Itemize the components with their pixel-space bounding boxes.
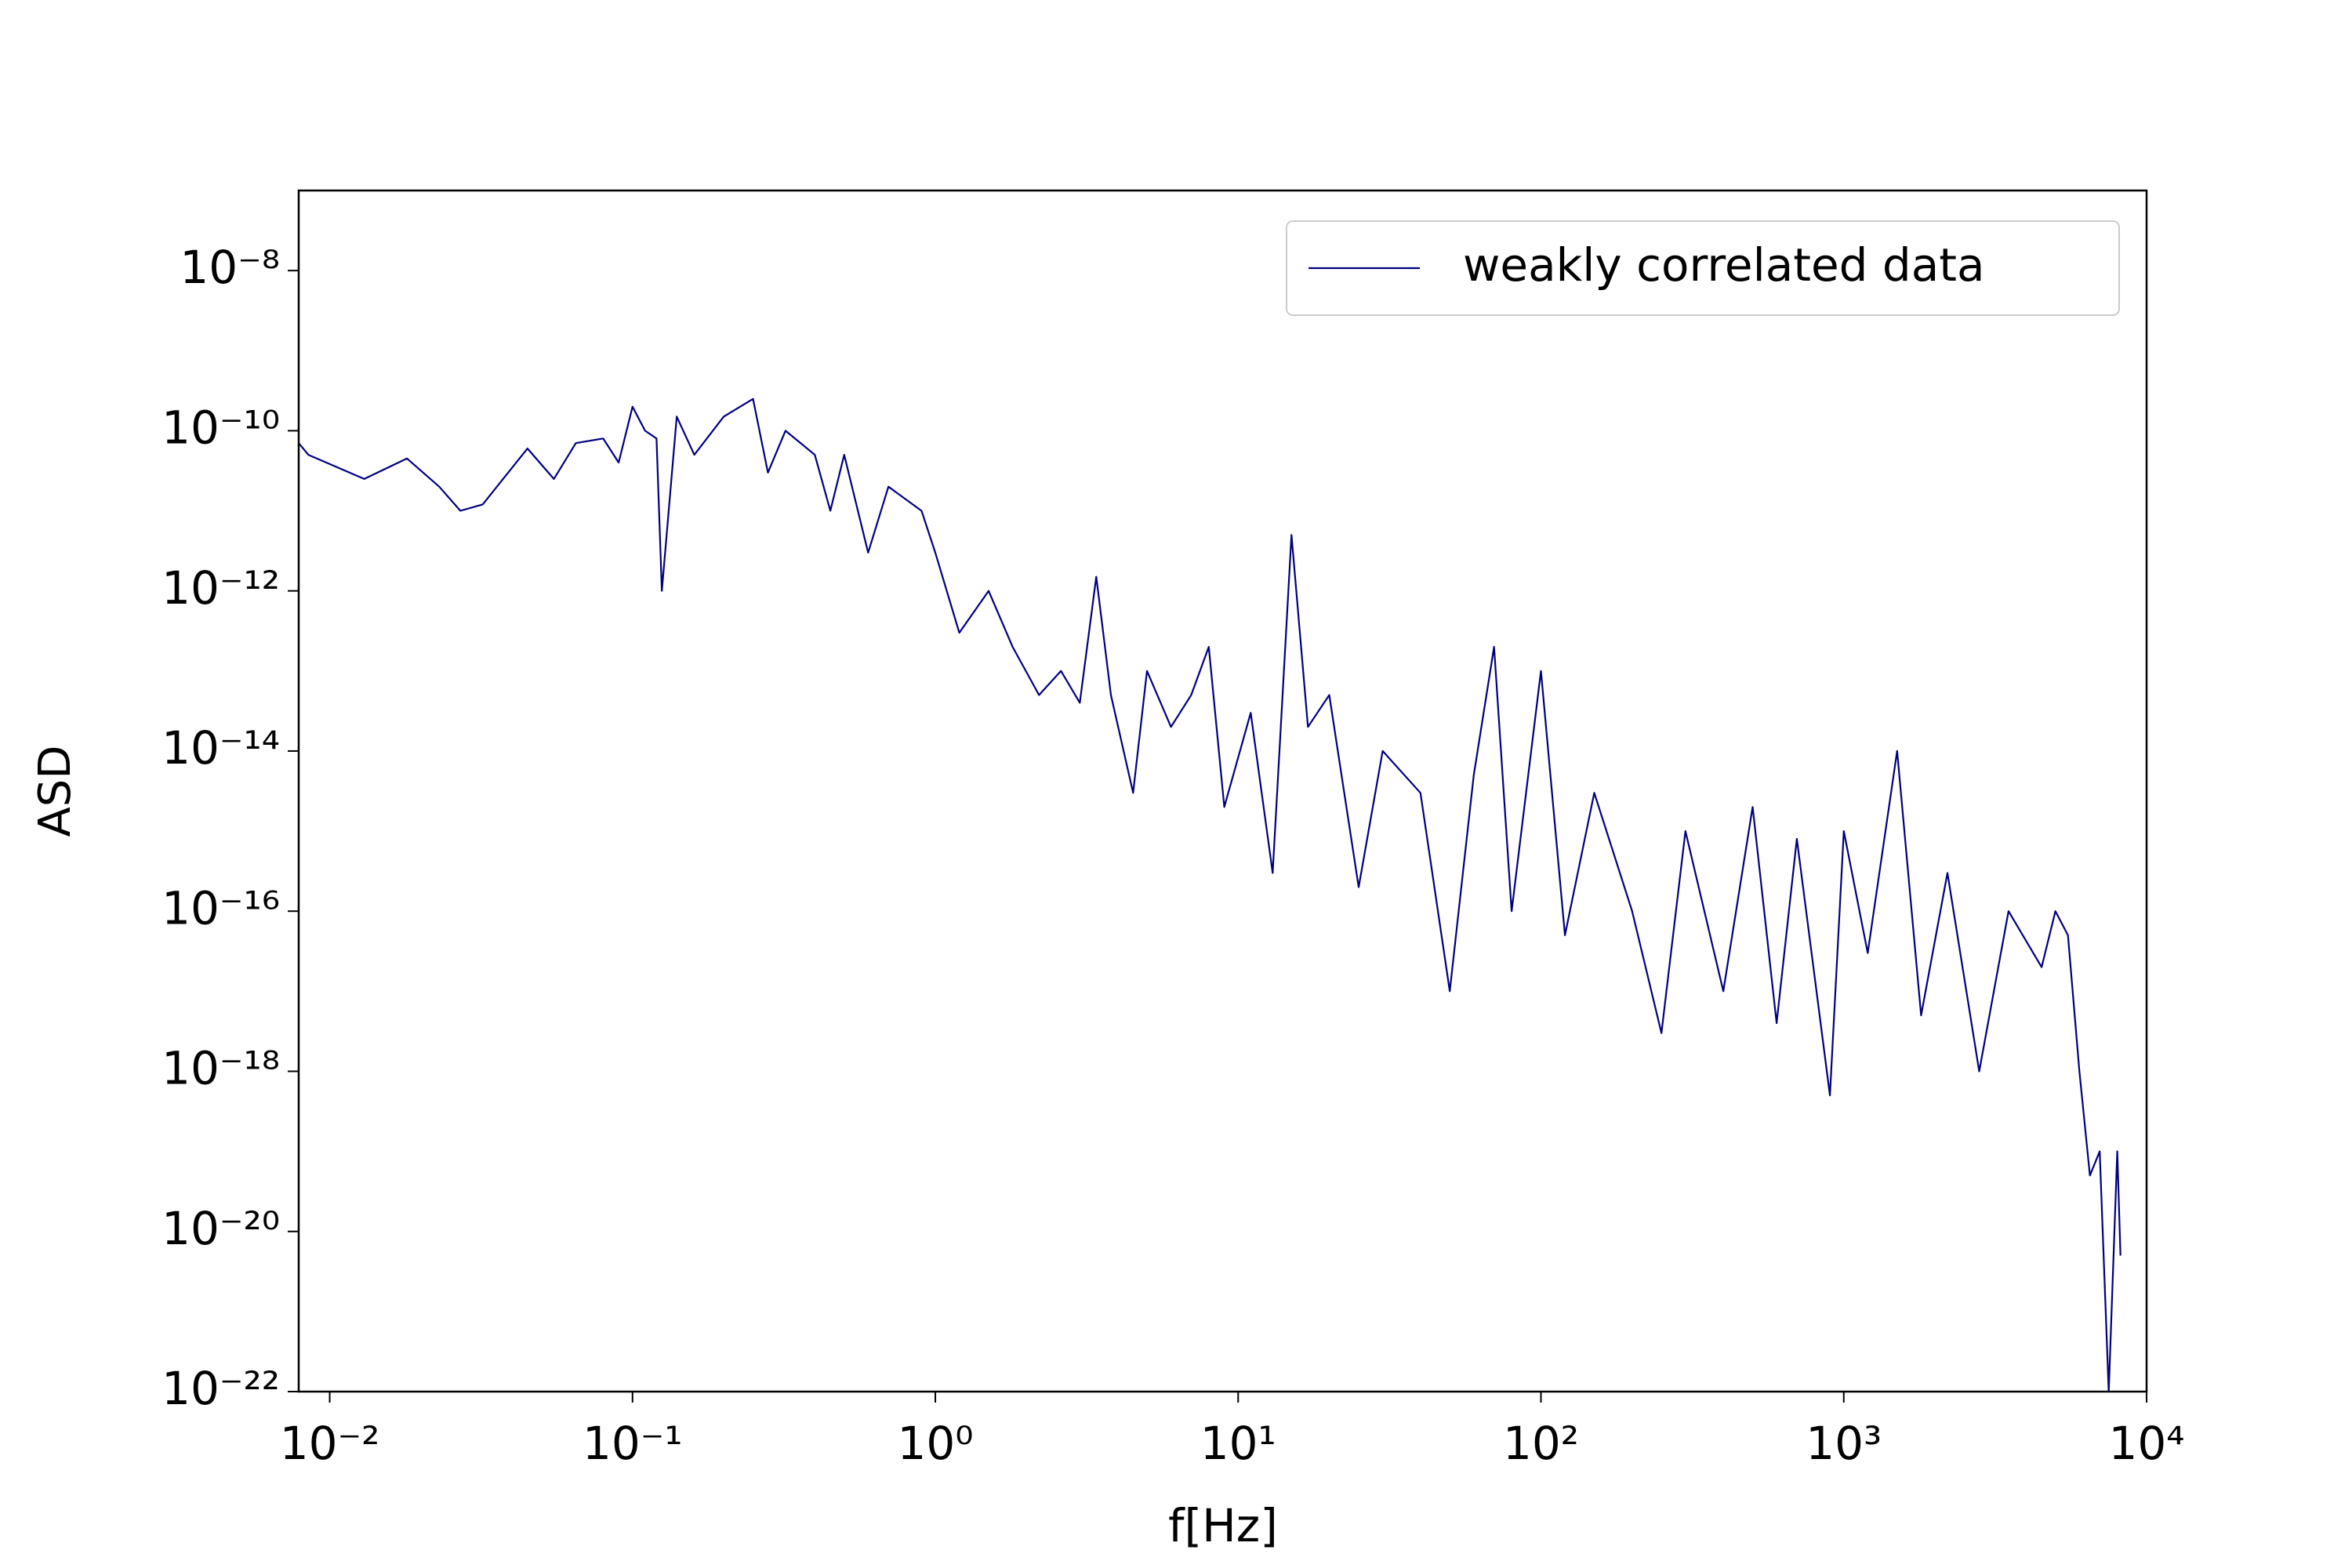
legend-box: [1286, 220, 2120, 316]
legend-label: weakly correlated data: [1463, 238, 1985, 292]
y-tick-label: 10⁻⁸: [180, 241, 280, 294]
x-tick-label: 10²: [1503, 1417, 1579, 1470]
x-tick-label: 10⁰: [897, 1417, 973, 1470]
y-tick-label: 10⁻¹²: [162, 561, 280, 615]
y-tick-label: 10⁻¹⁰: [162, 401, 280, 455]
data-line: [299, 397, 2122, 1392]
x-tick-label: 10⁴: [2108, 1417, 2184, 1470]
x-axis-label: f[Hz]: [1168, 1499, 1278, 1552]
y-tick-label: 10⁻¹⁴: [162, 721, 280, 775]
x-tick-label: 10⁻²: [280, 1417, 380, 1470]
x-tick-label: 10³: [1806, 1417, 1882, 1470]
y-tick-label: 10⁻²²: [162, 1362, 280, 1415]
x-tick-label: 10⁻¹: [583, 1417, 683, 1470]
y-axis-label: ASD: [30, 746, 81, 837]
y-tick-label: 10⁻¹⁸: [162, 1042, 280, 1095]
y-tick-label: 10⁻²⁰: [162, 1202, 280, 1255]
y-tick-label: 10⁻¹⁶: [162, 881, 280, 935]
x-tick-label: 10¹: [1200, 1417, 1276, 1470]
plot-frame: [297, 189, 2148, 1393]
